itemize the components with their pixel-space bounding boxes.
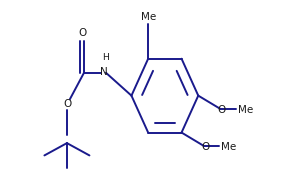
- Text: O: O: [63, 100, 71, 109]
- Text: N: N: [100, 67, 108, 77]
- Text: O: O: [218, 105, 226, 115]
- Text: O: O: [201, 142, 209, 152]
- Text: Me: Me: [141, 12, 156, 22]
- Text: Me: Me: [221, 142, 236, 152]
- Text: H: H: [103, 53, 109, 62]
- Text: Me: Me: [238, 105, 253, 115]
- Text: O: O: [78, 28, 86, 39]
